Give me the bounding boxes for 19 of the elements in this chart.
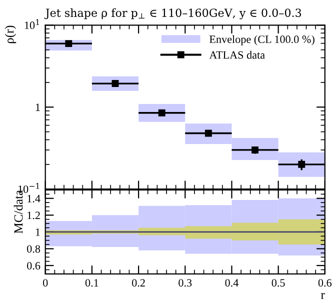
x-tick-label: 0.5: [272, 279, 285, 287]
legend-label: ATLAS data: [209, 50, 265, 59]
chart-title: Jet shape ρ for p$_{⊥}$ ∈ 110–160GeV, y ∈ 0.0–0.3: [44, 8, 302, 20]
x-tick-label: 0.2: [132, 279, 145, 287]
x-tick-label: 0.1: [85, 279, 98, 287]
x-tick-label: 0.6: [318, 279, 332, 287]
x-axis-title: r: [321, 293, 325, 299]
y-tick-label: 1.2: [28, 212, 40, 220]
y-tick-label: 1.4: [28, 194, 40, 202]
y-tick-label: 1: [36, 228, 40, 236]
y-tick-label: 10$^{1}$: [24, 19, 39, 30]
y-tick-label: 0.8: [27, 245, 40, 253]
y-axis-title: ρ(r): [4, 26, 16, 44]
x-tick-label: 0: [43, 279, 48, 287]
y-tick-label: 0.6: [27, 262, 40, 270]
legend-label: Envelope (CL 100.0 %): [210, 35, 314, 46]
y-tick-label: 1: [36, 104, 40, 111]
x-tick-label: 0.4: [225, 279, 238, 287]
x-tick-label: 0.3: [178, 279, 192, 287]
